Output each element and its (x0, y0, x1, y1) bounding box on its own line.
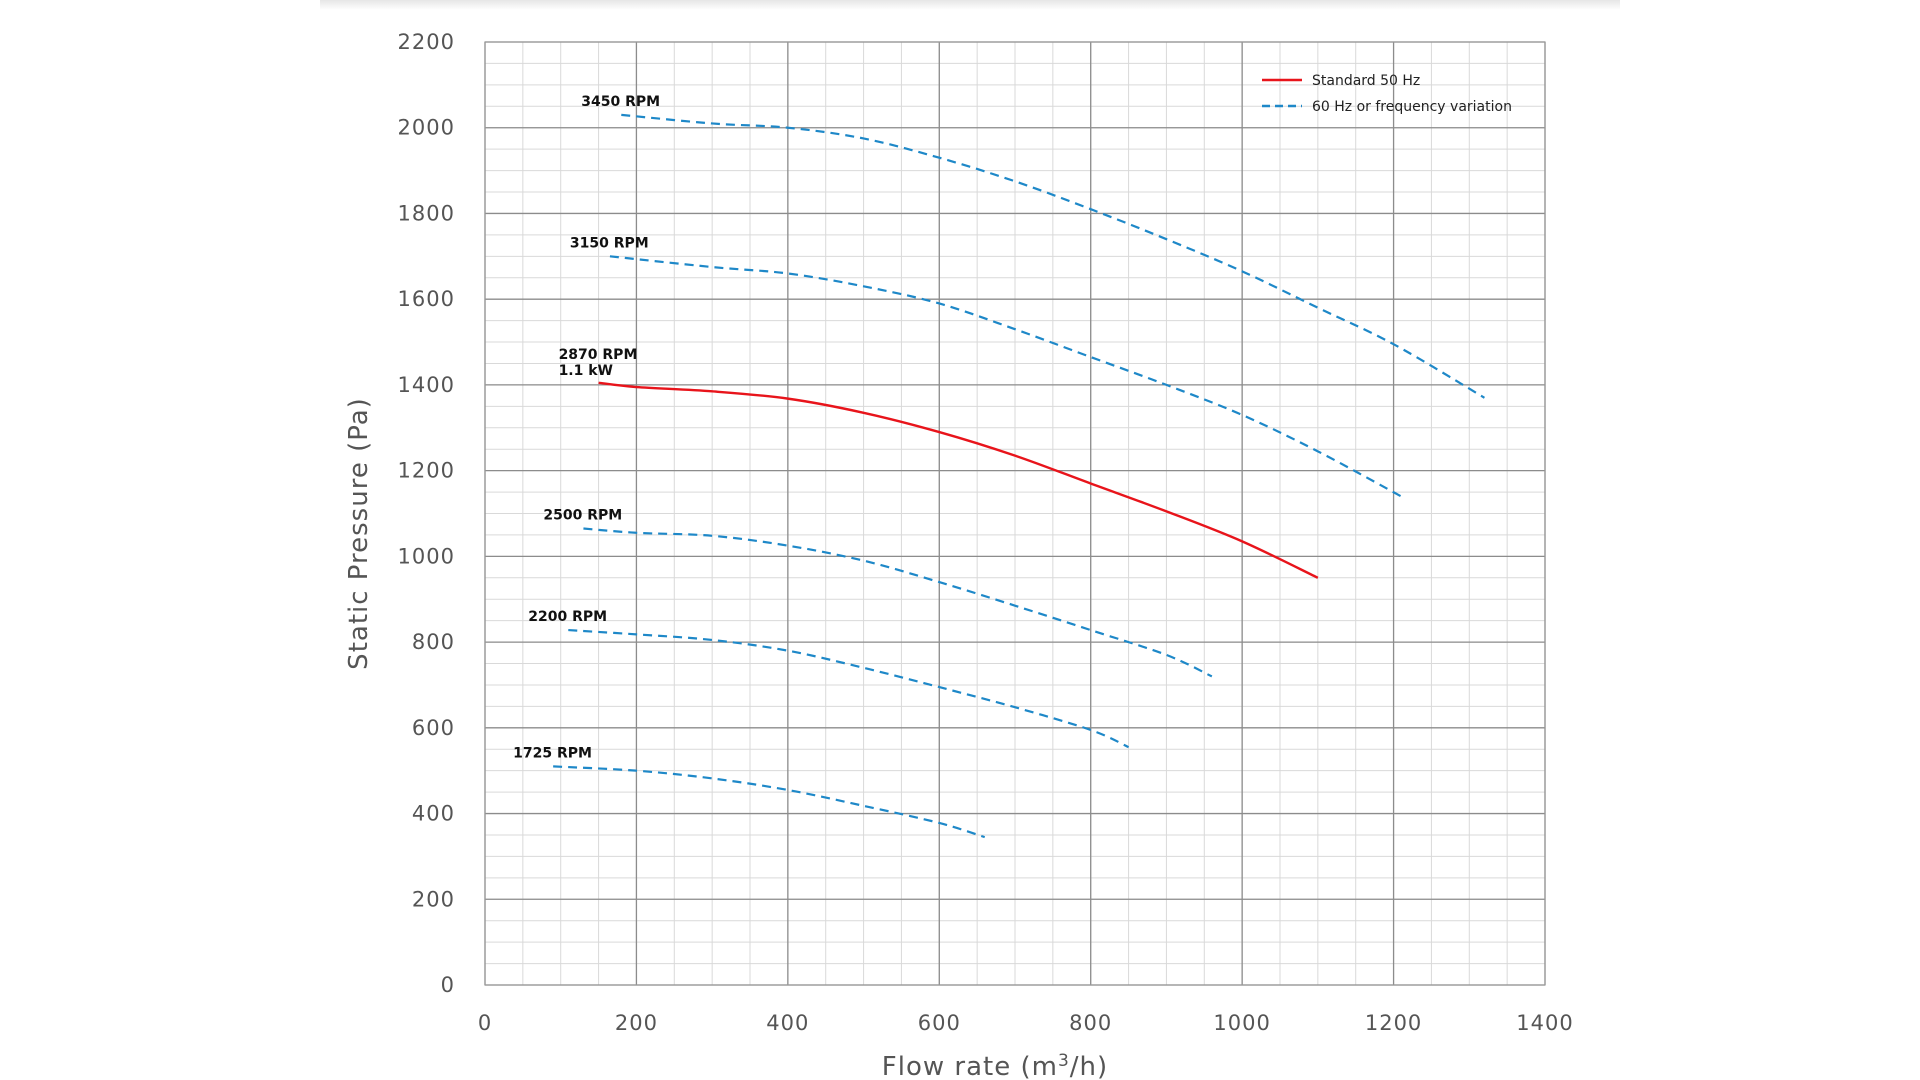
x-axis-title-tail: /h) (1070, 1052, 1108, 1080)
curve-label-rpm: 3150 RPM (570, 235, 649, 251)
x-tick-labels: 0 200 400 600 800 1000 1200 1400 (478, 1011, 1574, 1035)
x-axis-title-superscript: 3 (1058, 1051, 1070, 1071)
y-tick-label: 1400 (398, 373, 455, 397)
y-tick-label: 1600 (398, 287, 455, 311)
curve-label-rpm: 2500 RPM (543, 508, 622, 524)
legend-label-variation: 60 Hz or frequency variation (1312, 99, 1512, 115)
x-tick-label: 0 (478, 1011, 492, 1035)
x-tick-label: 1000 (1213, 1011, 1270, 1035)
y-tick-label: 1000 (398, 544, 455, 568)
x-tick-label: 400 (766, 1011, 809, 1035)
y-tick-label: 2000 (398, 116, 455, 140)
y-tick-label: 1200 (398, 459, 455, 483)
y-tick-label: 400 (412, 802, 455, 826)
curve-3150-rpm (610, 256, 1401, 496)
x-tick-label: 800 (1069, 1011, 1112, 1035)
x-tick-label: 200 (615, 1011, 658, 1035)
y-tick-label: 2200 (398, 30, 455, 54)
y-tick-label: 200 (412, 887, 455, 911)
curve-2200-rpm (568, 630, 1128, 747)
curve-label-rpm: 2870 RPM (559, 347, 638, 363)
x-axis-title: Flow rate (m3/h) (882, 1051, 1108, 1080)
curve-label-rpm: 3450 RPM (581, 94, 660, 110)
x-tick-label: 1200 (1365, 1011, 1422, 1035)
x-axis-title-main: Flow rate (m (882, 1052, 1058, 1080)
legend-label-standard: Standard 50 Hz (1312, 73, 1420, 89)
y-tick-label: 600 (412, 716, 455, 740)
y-tick-label: 800 (412, 630, 455, 654)
minor-grid (485, 42, 1545, 985)
curve-label-rpm: 2200 RPM (528, 609, 607, 625)
x-tick-label: 600 (918, 1011, 961, 1035)
x-tick-label: 1400 (1516, 1011, 1573, 1035)
legend: Standard 50 Hz 60 Hz or frequency variat… (1262, 73, 1512, 115)
curve-2500-rpm (583, 529, 1211, 677)
y-tick-label: 1800 (398, 201, 455, 225)
y-tick-label: 0 (441, 973, 455, 997)
curve-2870-rpm (599, 383, 1318, 578)
performance-curves (553, 115, 1484, 837)
y-axis-title: Static Pressure (Pa) (344, 397, 374, 670)
curve-label-rpm: 1725 RPM (513, 745, 592, 761)
y-tick-labels: 0 200 400 600 800 1000 1200 1400 1600 1800 2000 220… (398, 30, 455, 997)
curve-1725-rpm (553, 766, 985, 837)
curve-label-power: 1.1 kW (559, 363, 613, 379)
